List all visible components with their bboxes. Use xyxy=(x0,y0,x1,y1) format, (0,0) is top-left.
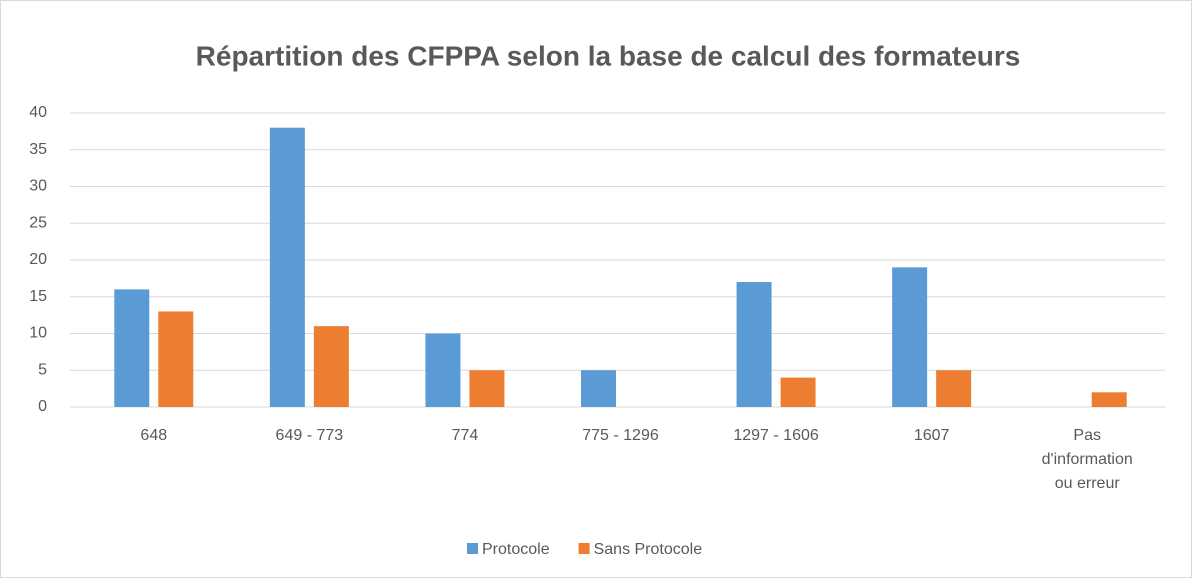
bar xyxy=(736,282,772,407)
x-tick-label: 1297 - 1606 xyxy=(733,427,819,444)
bar xyxy=(425,333,461,407)
legend-swatch xyxy=(467,543,478,554)
bar xyxy=(1091,392,1127,407)
y-tick-label: 35 xyxy=(29,141,47,158)
bar xyxy=(313,326,349,407)
y-tick-label: 30 xyxy=(29,178,47,195)
x-tick-label: 775 - 1296 xyxy=(582,427,659,444)
y-tick-label: 5 xyxy=(38,361,47,378)
bar xyxy=(469,370,505,407)
y-tick-label: 0 xyxy=(38,398,47,415)
x-tick-label: 774 xyxy=(452,427,479,444)
chart-title: Répartition des CFPPA selon la base de c… xyxy=(196,40,1021,71)
legend-swatch xyxy=(578,543,590,554)
bar xyxy=(114,289,150,407)
bar xyxy=(936,370,972,407)
x-tick-label: 1607 xyxy=(914,427,950,444)
legend-label: Protocole xyxy=(482,541,550,558)
bar xyxy=(892,267,928,407)
legend-label: Sans Protocole xyxy=(594,541,703,558)
y-tick-label: 25 xyxy=(29,214,47,231)
x-tick-label: Pas d'information ou erreur xyxy=(1042,427,1133,492)
bar xyxy=(158,311,194,407)
y-tick-label: 10 xyxy=(29,325,47,342)
x-tick-label: 648 xyxy=(140,427,167,444)
bar xyxy=(581,370,616,407)
y-tick-label: 20 xyxy=(29,251,47,268)
bar xyxy=(269,127,305,407)
y-tick-label: 40 xyxy=(29,104,47,121)
bar xyxy=(780,377,816,407)
x-tick-label: 649 - 773 xyxy=(276,427,344,444)
y-tick-label: 15 xyxy=(29,288,47,305)
